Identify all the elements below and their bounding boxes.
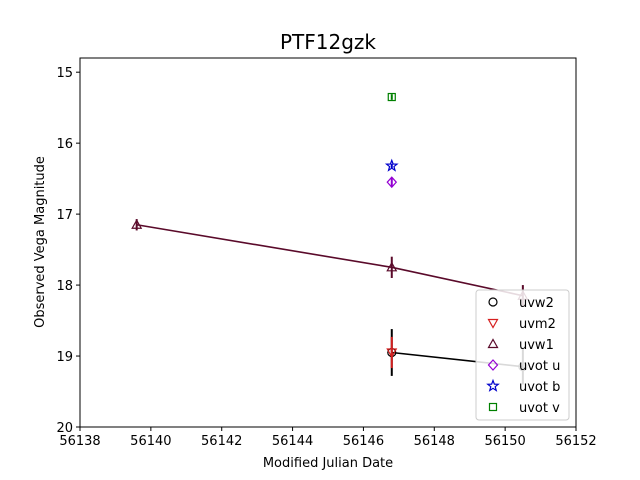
x-tick-label: 56146 (343, 434, 384, 449)
x-axis: 56138 56140 56142 56144 56146 56148 56150 56152 (59, 427, 597, 449)
legend-label-uvw2: uvw2 (519, 296, 554, 311)
x-axis-label: Modified Julian Date (263, 456, 393, 471)
y-tick-label: 15 (56, 66, 73, 81)
y-tick-label: 18 (56, 279, 73, 294)
series-uvm2 (386, 336, 398, 369)
legend-box (475, 289, 570, 421)
y-axis-label: Observed Vega Magnitude (33, 156, 48, 328)
data-point-uvot-v (387, 92, 396, 102)
series-uvot-b (384, 158, 399, 172)
series-uvot-v (387, 92, 396, 102)
y-tick-label: 19 (56, 350, 73, 365)
plot-frame (79, 57, 577, 428)
data-point-uvm2 (386, 348, 398, 359)
legend-label-uvm2: uvm2 (519, 317, 556, 332)
legend-label-uvot-b: uvot b (519, 380, 560, 395)
x-tick-label: 56142 (201, 434, 242, 449)
x-tick-label: 56144 (272, 434, 313, 449)
x-tick-label: 56150 (484, 434, 525, 449)
plot-area (131, 92, 529, 385)
chart-title: PTF12gzk (280, 30, 376, 54)
series-line-uvw1 (136, 223, 524, 297)
x-tick-label: 56140 (130, 434, 171, 449)
x-tick-label: 56148 (414, 434, 455, 449)
legend-label-uvot-v: uvot v (519, 401, 560, 416)
series-uvot-u (386, 176, 398, 189)
legend-label-uvot-u: uvot u (519, 359, 560, 374)
legend-marker-uvot-b (486, 378, 500, 392)
data-point-uvot-b (384, 158, 399, 172)
y-axis: 15 16 17 18 19 20 (56, 66, 80, 436)
legend-marker-uvm2 (487, 318, 499, 329)
legend-marker-uvw1 (487, 338, 499, 349)
y-tick-label: 20 (56, 421, 73, 436)
legend-label-uvw1: uvw1 (519, 338, 554, 353)
legend-marker-uvot-v (488, 402, 498, 412)
y-tick-label: 17 (56, 208, 73, 223)
legend-marker-uvot-u (487, 359, 499, 371)
data-point-uvot-u (386, 176, 398, 189)
series-uvw1 (131, 219, 529, 307)
y-tick-label: 16 (56, 137, 73, 152)
x-tick-label: 56152 (555, 434, 596, 449)
legend-marker-uvw2 (488, 297, 498, 307)
data-point-uvw1 (386, 261, 398, 272)
data-point-uvw1 (131, 219, 143, 229)
legend: uvw2 uvm2 uvw1 uvot u uvot b uvot v (475, 289, 570, 421)
x-tick-label: 56138 (59, 434, 100, 449)
